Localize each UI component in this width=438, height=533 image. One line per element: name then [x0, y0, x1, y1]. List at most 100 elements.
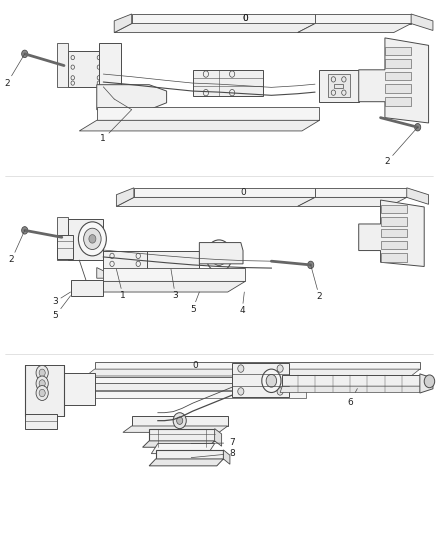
- Polygon shape: [297, 197, 407, 206]
- Text: 2: 2: [311, 265, 322, 301]
- Text: 0: 0: [240, 188, 246, 197]
- Polygon shape: [385, 84, 411, 93]
- Polygon shape: [132, 14, 315, 23]
- Text: 2: 2: [4, 54, 25, 87]
- Polygon shape: [68, 219, 103, 260]
- Circle shape: [307, 261, 314, 269]
- Polygon shape: [359, 200, 424, 266]
- Polygon shape: [193, 70, 263, 96]
- Text: 5: 5: [53, 296, 71, 320]
- Polygon shape: [385, 72, 411, 80]
- Circle shape: [39, 389, 45, 397]
- Circle shape: [277, 365, 283, 372]
- Polygon shape: [25, 414, 57, 429]
- Polygon shape: [79, 120, 319, 131]
- Text: 7: 7: [191, 439, 235, 448]
- Circle shape: [21, 50, 28, 58]
- Circle shape: [262, 369, 281, 392]
- Polygon shape: [68, 51, 103, 87]
- Circle shape: [277, 387, 283, 395]
- Polygon shape: [57, 43, 68, 87]
- Text: 1: 1: [100, 110, 132, 143]
- Text: 8: 8: [191, 449, 235, 458]
- Circle shape: [266, 374, 277, 387]
- Text: 0: 0: [192, 361, 198, 370]
- Polygon shape: [315, 14, 411, 23]
- Polygon shape: [103, 251, 147, 269]
- Polygon shape: [155, 450, 223, 459]
- Polygon shape: [199, 243, 243, 264]
- Polygon shape: [95, 377, 420, 383]
- Circle shape: [238, 387, 244, 395]
- Text: 3: 3: [53, 292, 71, 306]
- Polygon shape: [359, 38, 428, 123]
- Polygon shape: [385, 47, 411, 55]
- Polygon shape: [71, 280, 103, 296]
- Polygon shape: [223, 450, 230, 464]
- Circle shape: [211, 246, 227, 265]
- Polygon shape: [319, 70, 359, 102]
- Polygon shape: [134, 188, 315, 197]
- Polygon shape: [147, 251, 199, 269]
- Polygon shape: [86, 383, 420, 390]
- Circle shape: [36, 385, 48, 400]
- Circle shape: [36, 376, 48, 391]
- Text: 6: 6: [347, 389, 357, 407]
- Polygon shape: [117, 188, 134, 206]
- Circle shape: [216, 252, 222, 260]
- Circle shape: [39, 369, 45, 376]
- Text: 4: 4: [239, 292, 245, 315]
- Circle shape: [78, 222, 106, 256]
- Circle shape: [36, 366, 48, 380]
- Polygon shape: [114, 23, 315, 33]
- Circle shape: [424, 375, 434, 387]
- Polygon shape: [297, 23, 411, 33]
- Polygon shape: [117, 197, 315, 206]
- Polygon shape: [232, 364, 289, 397]
- Polygon shape: [97, 85, 166, 110]
- Polygon shape: [149, 429, 215, 441]
- Polygon shape: [385, 98, 411, 106]
- Circle shape: [173, 413, 186, 429]
- Circle shape: [89, 235, 96, 243]
- Polygon shape: [114, 14, 132, 33]
- Text: 5: 5: [190, 292, 199, 313]
- Polygon shape: [103, 268, 245, 281]
- Text: 2: 2: [384, 127, 418, 166]
- Polygon shape: [381, 241, 407, 249]
- Circle shape: [238, 365, 244, 372]
- Polygon shape: [151, 443, 215, 454]
- Polygon shape: [381, 205, 407, 213]
- Polygon shape: [57, 235, 73, 259]
- Polygon shape: [97, 107, 319, 120]
- Polygon shape: [315, 188, 407, 197]
- Polygon shape: [385, 59, 411, 68]
- Text: 0: 0: [242, 14, 248, 23]
- Polygon shape: [143, 441, 215, 447]
- Polygon shape: [381, 253, 407, 262]
- Polygon shape: [64, 373, 95, 405]
- Polygon shape: [328, 74, 350, 98]
- Text: 0: 0: [242, 14, 248, 23]
- Polygon shape: [57, 217, 68, 260]
- Polygon shape: [132, 416, 228, 426]
- Polygon shape: [420, 374, 433, 393]
- Polygon shape: [25, 365, 64, 416]
- Text: 3: 3: [171, 269, 178, 300]
- Polygon shape: [95, 391, 306, 398]
- Text: 1: 1: [117, 269, 126, 300]
- Polygon shape: [411, 14, 433, 30]
- Polygon shape: [86, 369, 420, 376]
- Polygon shape: [381, 217, 407, 225]
- Polygon shape: [283, 375, 422, 386]
- Polygon shape: [95, 362, 420, 369]
- Text: 2: 2: [9, 230, 25, 264]
- Polygon shape: [99, 43, 121, 91]
- Polygon shape: [407, 188, 428, 204]
- Polygon shape: [97, 268, 109, 278]
- Polygon shape: [123, 426, 228, 432]
- Circle shape: [21, 227, 28, 234]
- Circle shape: [415, 124, 421, 131]
- Polygon shape: [280, 386, 422, 392]
- Polygon shape: [215, 429, 222, 446]
